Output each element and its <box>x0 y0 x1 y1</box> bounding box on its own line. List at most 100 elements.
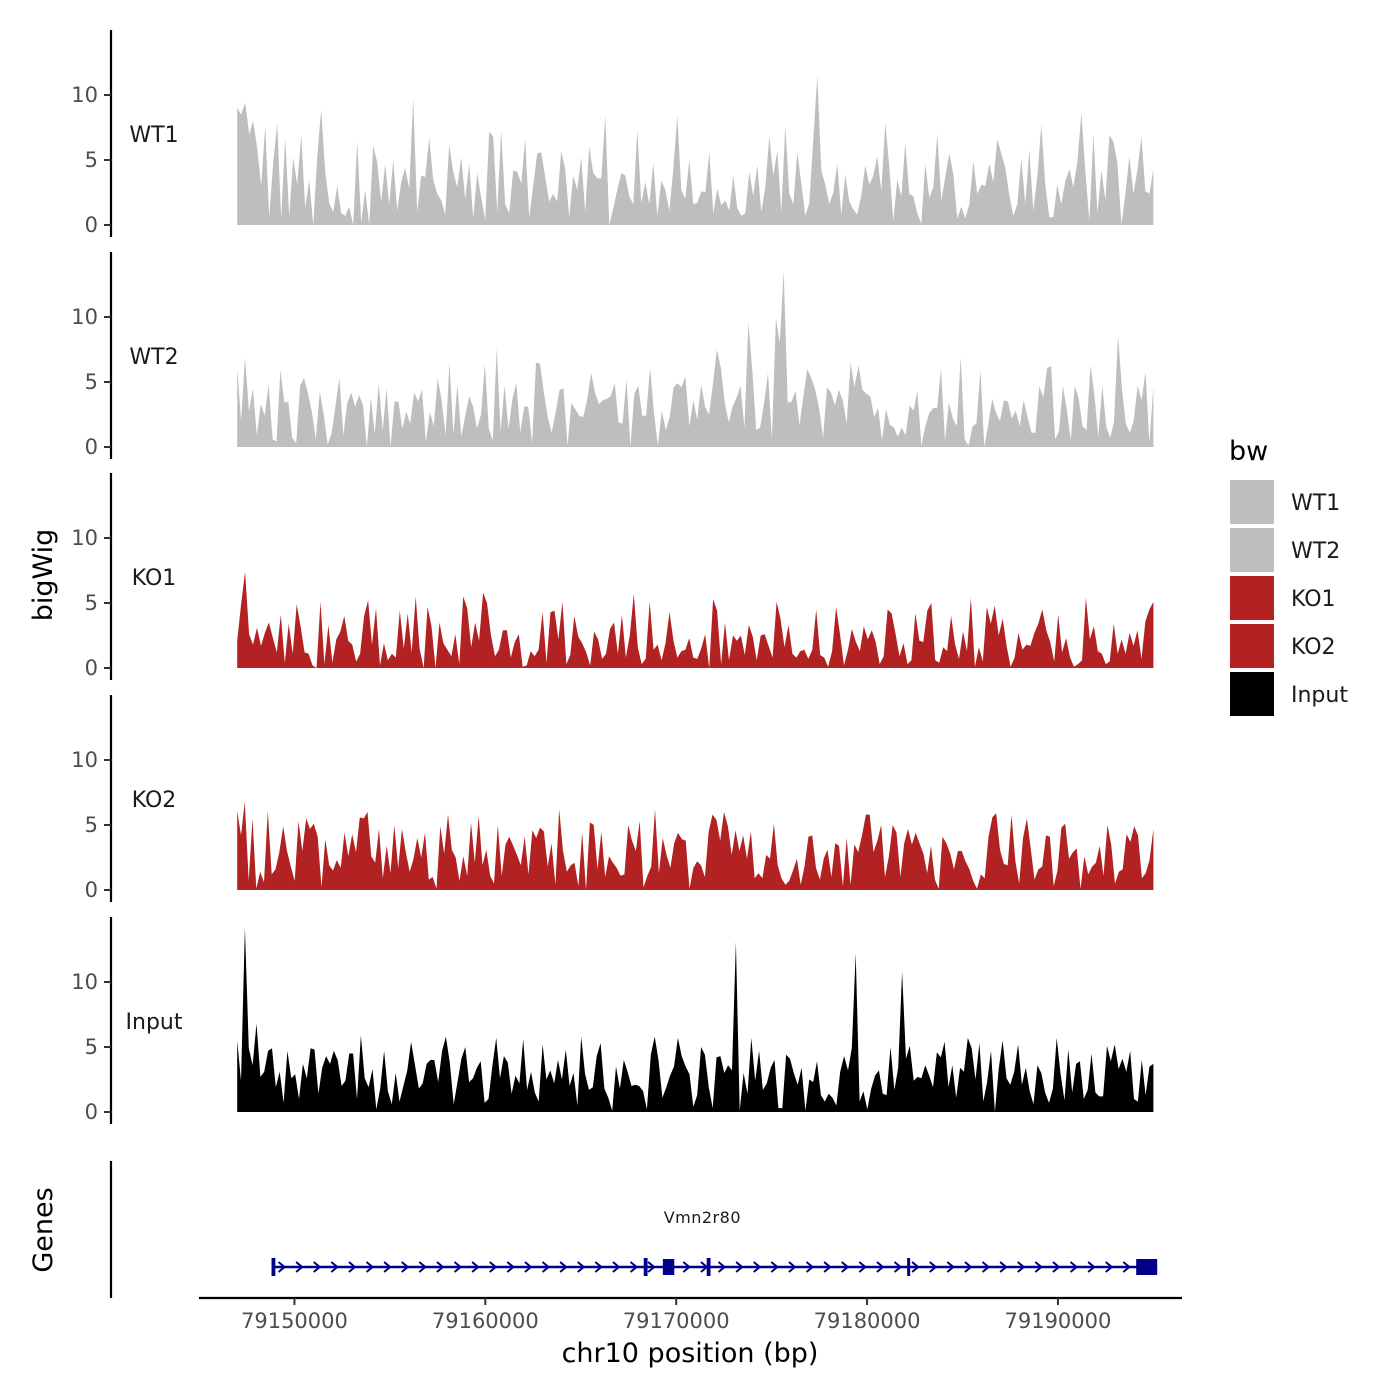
strand-arrow <box>489 1261 498 1273</box>
legend-swatch <box>1230 576 1274 620</box>
strand-arrow <box>471 1261 480 1273</box>
y-tick-label: 5 <box>85 813 98 837</box>
strand-arrow <box>1122 1261 1131 1273</box>
track-ko1: 0 5 10 KO1 <box>71 473 1154 680</box>
x-ticks: 79150000 79160000 79170000 79180000 79190000 <box>241 1298 1111 1333</box>
y-tick-label: 10 <box>71 305 98 329</box>
strand-arrow <box>999 1261 1008 1273</box>
track-label: Input <box>126 1010 183 1035</box>
strand-arrow <box>436 1261 445 1273</box>
gene-vmn2r80: Vmn2r80 <box>271 1208 1158 1276</box>
y-tick-label: 10 <box>71 83 98 107</box>
strand-arrow <box>929 1261 938 1273</box>
y-tick-label: 5 <box>85 1035 98 1059</box>
y-tick-label: 5 <box>85 591 98 615</box>
strand-arrow <box>612 1261 621 1273</box>
track-label: KO1 <box>132 566 177 591</box>
strand-arrow <box>295 1261 304 1273</box>
strand-arrow <box>418 1261 427 1273</box>
legend-label: WT1 <box>1291 491 1340 516</box>
strand-arrow <box>453 1261 463 1273</box>
signal-tracks: 0 5 10 WT1 0 5 10 WT2 0 5 10 KO1 0 5 10 KO2 0 5 10 Input <box>71 30 1154 1124</box>
strand-arrow <box>1017 1261 1026 1273</box>
x-axis-title: chr10 position (bp) <box>562 1338 819 1369</box>
signal-area-input <box>237 927 1154 1112</box>
legend-label: WT2 <box>1291 539 1340 564</box>
gene-models: Vmn2r80 <box>271 1208 1158 1276</box>
track-input: 0 5 10 Input <box>71 917 1154 1124</box>
exon <box>1136 1259 1158 1275</box>
y-tick-label: 5 <box>85 370 98 394</box>
y-tick-label: 0 <box>85 435 98 459</box>
strand-arrow <box>1034 1261 1043 1273</box>
strand-arrow <box>577 1261 586 1273</box>
strand-arrow <box>682 1261 691 1273</box>
x-tick-label: 79160000 <box>432 1309 539 1333</box>
legend-title: bw <box>1229 436 1268 467</box>
legend-label: KO1 <box>1291 587 1336 612</box>
y-tick-label: 0 <box>85 656 98 680</box>
x-tick-label: 79170000 <box>623 1309 730 1333</box>
strand-arrow <box>1052 1261 1061 1273</box>
gene-track: Genes Vmn2r80 <box>28 1161 1158 1298</box>
y-tick-label: 10 <box>71 970 98 994</box>
legend-swatch <box>1230 480 1274 524</box>
track-label: KO2 <box>132 788 177 813</box>
track-wt2: 0 5 10 WT2 <box>71 252 1154 459</box>
strand-arrow <box>735 1261 744 1273</box>
legend-item-wt2: WT2 <box>1230 528 1340 572</box>
y-tick-label: 0 <box>85 878 98 902</box>
legend-items: WT1 WT2 KO1 KO2 Input <box>1230 480 1348 716</box>
signal-area-wt1 <box>237 75 1154 225</box>
y-tick-label: 10 <box>71 526 98 550</box>
strand-arrow <box>365 1261 375 1273</box>
strand-arrow <box>805 1261 815 1273</box>
y-tick-label: 5 <box>85 148 98 172</box>
y-tick-label: 0 <box>85 1100 98 1124</box>
x-tick-label: 79190000 <box>1004 1309 1111 1333</box>
track-label: WT2 <box>129 345 178 370</box>
strand-arrow <box>946 1261 955 1273</box>
track-ko2: 0 5 10 KO2 <box>71 695 1154 902</box>
strand-arrow <box>401 1261 410 1273</box>
y-tick-label: 0 <box>85 213 98 237</box>
strand-arrow <box>348 1261 357 1273</box>
track-wt1: 0 5 10 WT1 <box>71 30 1154 237</box>
strand-arrow <box>506 1261 515 1273</box>
legend-label: KO2 <box>1291 635 1336 660</box>
legend-swatch <box>1230 528 1274 572</box>
strand-arrow <box>841 1261 850 1273</box>
legend-item-ko1: KO1 <box>1230 576 1336 620</box>
gene-track-title: Genes <box>28 1187 59 1272</box>
x-tick-label: 79180000 <box>814 1309 921 1333</box>
exon <box>907 1258 911 1276</box>
strand-arrow <box>770 1261 779 1273</box>
strand-arrow <box>876 1261 885 1273</box>
strand-arrow <box>823 1261 832 1273</box>
strand-arrow <box>524 1261 533 1273</box>
strand-arrow <box>541 1261 551 1273</box>
x-tick-label: 79150000 <box>241 1309 348 1333</box>
exon <box>706 1258 711 1276</box>
strand-arrow <box>788 1261 797 1273</box>
strand-arrow <box>981 1261 991 1273</box>
legend: bw WT1 WT2 KO1 KO2 Input <box>1229 436 1348 716</box>
strand-arrow <box>911 1261 920 1273</box>
strand-arrow <box>330 1261 339 1273</box>
strand-arrow <box>1087 1261 1096 1273</box>
strand-arrow <box>858 1261 867 1273</box>
strand-arrow <box>594 1261 603 1273</box>
strand-arrow <box>753 1261 762 1273</box>
strand-arrow <box>277 1261 287 1273</box>
legend-label: Input <box>1291 683 1348 708</box>
strand-arrow <box>629 1261 639 1273</box>
signal-area-ko2 <box>237 801 1154 890</box>
exon <box>643 1258 648 1276</box>
x-axis: 79150000 79160000 79170000 79180000 79190000… <box>199 1296 1182 1369</box>
exon <box>662 1259 675 1275</box>
signal-area-ko1 <box>237 571 1154 668</box>
signal-area-wt2 <box>237 271 1154 447</box>
exon <box>271 1258 276 1276</box>
strand-arrow <box>1105 1261 1114 1273</box>
